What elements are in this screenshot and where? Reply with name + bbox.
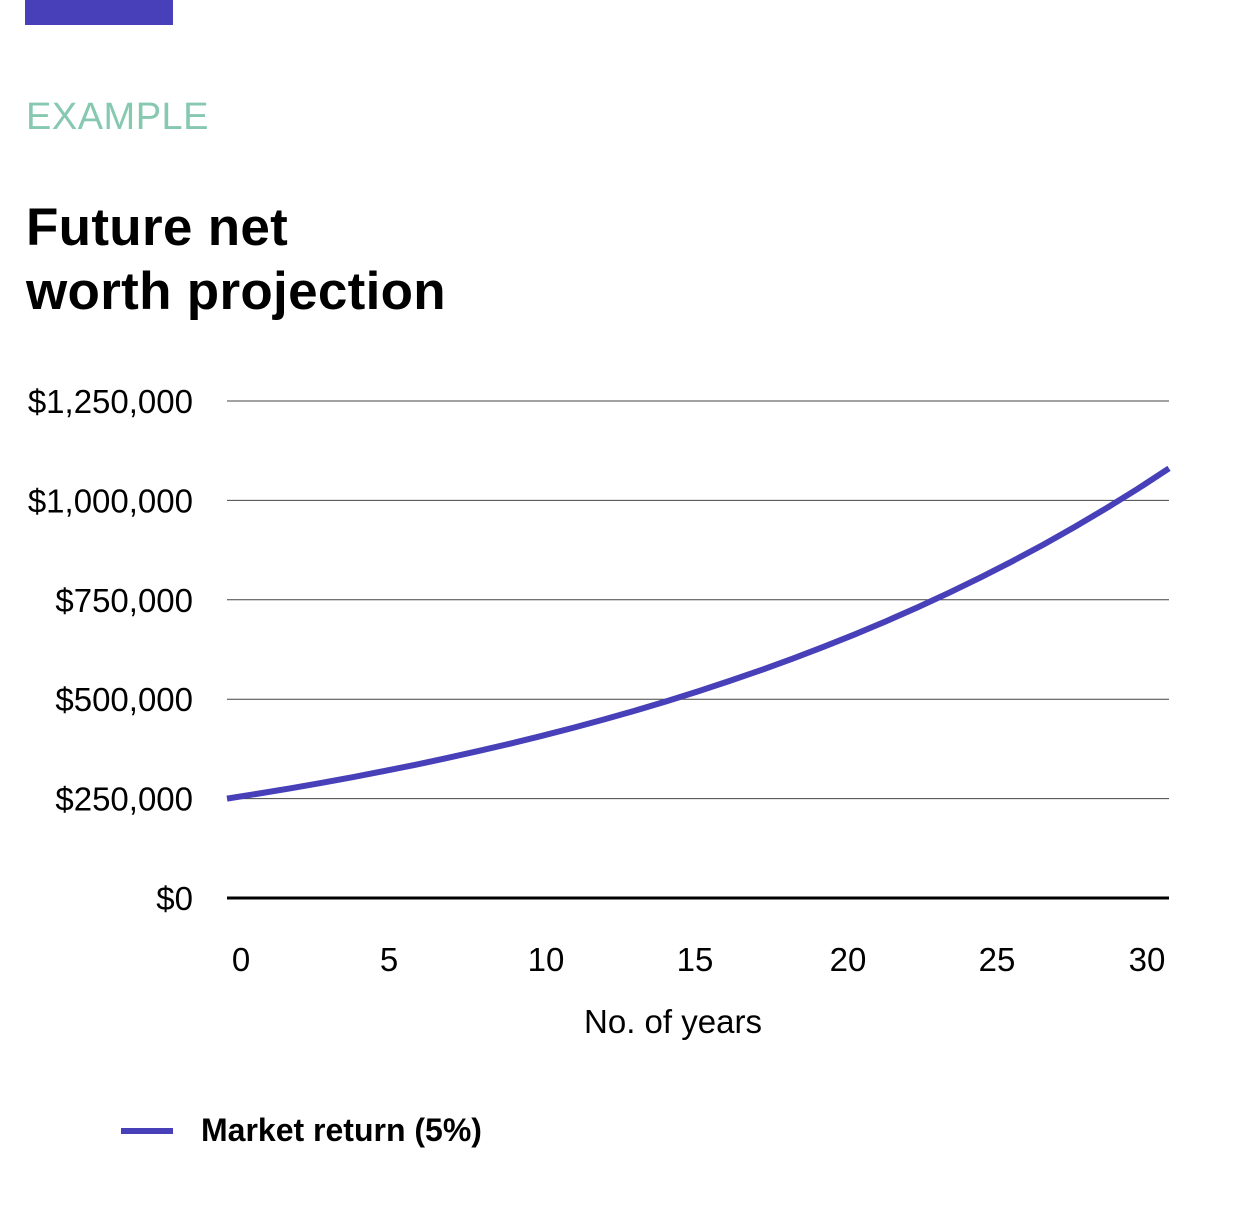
chart-title: Future net worth projection	[26, 196, 446, 324]
chart-title-line-2: worth projection	[26, 262, 446, 321]
accent-bar	[25, 0, 173, 25]
y-tick-label: $1,250,000	[28, 383, 193, 420]
chart-title-line-1: Future net	[26, 198, 289, 257]
legend-label: Market return (5%)	[201, 1112, 482, 1148]
eyebrow-label: EXAMPLE	[26, 96, 210, 138]
y-tick-label: $750,000	[55, 582, 193, 619]
y-tick-label: $1,000,000	[28, 482, 193, 519]
x-tick-label: 25	[979, 941, 1016, 978]
x-tick-label: 0	[232, 941, 250, 978]
y-axis-ticks: $0 $250,000 $500,000 $750,000 $1,000,000 $1,2…	[28, 383, 193, 917]
legend: Market return (5%)	[121, 1112, 482, 1149]
legend-line-icon	[121, 1127, 173, 1134]
x-axis-ticks: 0 5 10 15 20 25 30	[232, 941, 1166, 978]
y-tick-label: $0	[156, 880, 193, 917]
x-tick-label: 15	[677, 941, 714, 978]
x-tick-label: 20	[830, 941, 867, 978]
y-tick-label: $250,000	[55, 781, 193, 818]
y-tick-label: $500,000	[55, 681, 193, 718]
series-line-market-return	[226, 465, 1171, 802]
x-tick-label: 30	[1129, 941, 1166, 978]
gridlines	[227, 400, 1169, 900]
x-axis-label: No. of years	[584, 1003, 762, 1040]
x-tick-label: 5	[380, 941, 398, 978]
x-tick-label: 10	[528, 941, 565, 978]
